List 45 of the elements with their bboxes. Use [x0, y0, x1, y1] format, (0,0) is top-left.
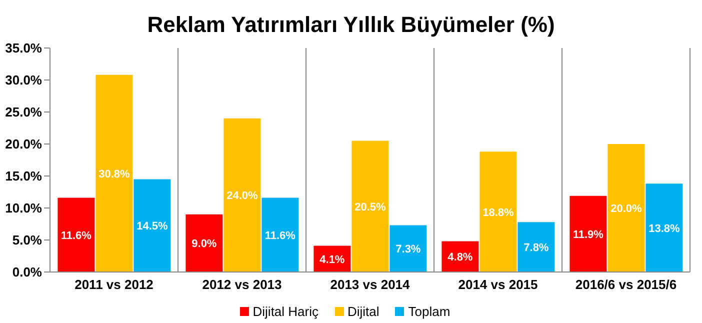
data-label: 9.0%	[192, 238, 217, 250]
data-label: 18.8%	[482, 206, 514, 219]
data-label: 11.6%	[264, 230, 296, 242]
bar	[646, 184, 683, 272]
y-tick-label: 0.0%	[12, 264, 42, 280]
bar	[608, 144, 645, 272]
legend-label: Toplam	[408, 304, 450, 319]
data-label: 7.3%	[396, 244, 421, 256]
data-label: 11.6%	[60, 230, 92, 242]
data-label: 4.8%	[448, 252, 473, 264]
bar	[186, 214, 223, 272]
data-label: 24.0%	[226, 190, 258, 202]
y-tick-label: 30.0%	[5, 72, 42, 88]
data-label: 20.0%	[610, 203, 642, 215]
data-label: 20.5%	[354, 201, 386, 214]
chart-title: Reklam Yatırımları Yıllık Büyümeler (%)	[146, 12, 556, 38]
y-tick-label: 15.0%	[5, 168, 42, 184]
bar	[480, 152, 517, 272]
data-label: 7.8%	[524, 242, 549, 254]
bar	[390, 225, 427, 272]
x-tick-label: 2012 vs 2013	[202, 277, 282, 292]
bar	[518, 222, 555, 272]
bar	[570, 196, 607, 272]
data-label: 11.9%	[572, 228, 604, 241]
bar	[262, 198, 299, 272]
data-label: 30.8%	[98, 168, 130, 180]
y-tick-label: 25.0%	[5, 104, 42, 120]
bar	[224, 118, 261, 272]
data-label: 13.8%	[648, 222, 680, 235]
x-tick-label: 2013 vs 2014	[330, 277, 411, 292]
x-tick-label: 2016/6 vs 2015/6	[575, 277, 677, 292]
bar	[58, 198, 95, 272]
y-tick-label: 35.0%	[5, 40, 42, 56]
x-tick-label: 2011 vs 2012	[74, 277, 154, 292]
data-label: 4.1%	[320, 254, 345, 266]
bar	[96, 74, 133, 272]
legend-label: Dijital	[348, 304, 380, 319]
legend-label: Dijital Hariç	[252, 304, 318, 319]
x-tick-label: 2014 vs 2015	[458, 277, 538, 292]
bar	[134, 179, 171, 272]
y-tick-label: 5.0%	[12, 232, 42, 248]
data-label: 14.5%	[136, 220, 168, 233]
y-tick-label: 10.0%	[5, 200, 42, 216]
bar	[352, 140, 389, 272]
y-tick-label: 20.0%	[5, 136, 42, 152]
